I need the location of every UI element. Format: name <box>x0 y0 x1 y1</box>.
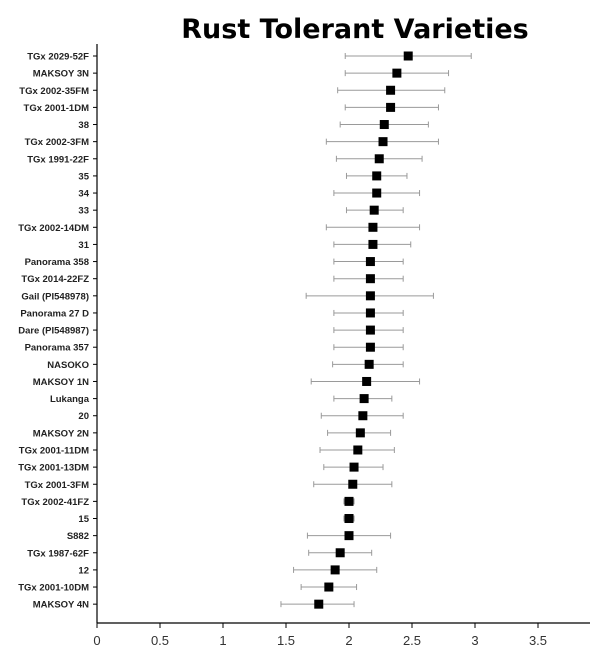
category-label: MAKSOY 2N <box>33 428 89 439</box>
category-label: NASOKO <box>47 360 89 371</box>
category-label: TGx 2001-13DM <box>18 463 89 474</box>
category-label: 35 <box>78 171 89 182</box>
category-label: Panorama 358 <box>25 257 89 268</box>
data-marker <box>374 154 384 164</box>
data-marker <box>358 411 368 421</box>
data-markers <box>314 51 413 609</box>
data-marker <box>330 565 340 575</box>
category-label: Panorama 27 D <box>20 308 89 319</box>
category-label: TGx 1987-62F <box>27 548 89 559</box>
data-marker <box>365 325 375 335</box>
data-marker <box>344 531 354 541</box>
category-label: Dare (PI548987) <box>18 326 89 337</box>
data-marker <box>369 205 379 215</box>
category-label: TGx 2029-52F <box>27 52 89 63</box>
category-label: TGx 2001-1DM <box>24 103 90 114</box>
category-label: 38 <box>78 120 89 131</box>
category-label: TGx 2002-35FM <box>19 86 89 97</box>
data-marker <box>365 257 375 267</box>
x-tick-labels: 0 0.5 1 1.5 2 2.5 3 3.5 <box>93 633 547 648</box>
error-bars <box>280 53 472 608</box>
y-axis <box>93 44 98 623</box>
category-label: TGx 2014-22FZ <box>21 274 89 285</box>
x-tick-label: 3.5 <box>529 633 547 648</box>
category-label: TGx 2001-10DM <box>18 583 89 594</box>
data-marker <box>379 120 389 130</box>
data-marker <box>348 479 358 489</box>
category-labels: TGx 2029-52F MAKSOY 3N TGx 2002-35FM TGx 20… <box>18 52 89 611</box>
x-tick-label: 1 <box>219 633 226 648</box>
data-marker <box>364 359 374 369</box>
data-marker <box>372 188 382 198</box>
x-axis <box>96 622 590 628</box>
data-marker <box>335 548 345 558</box>
data-marker <box>365 308 375 318</box>
category-label: 12 <box>78 565 89 576</box>
x-tick-label: 0 <box>93 633 100 648</box>
x-tick-label: 1.5 <box>277 633 295 648</box>
category-label: TGx 2002-41FZ <box>21 497 89 508</box>
category-label: Lukanga <box>50 394 90 405</box>
data-marker <box>368 239 378 249</box>
data-marker <box>365 274 375 284</box>
data-marker <box>362 376 372 386</box>
data-marker <box>314 599 324 609</box>
category-label: 15 <box>78 514 89 525</box>
category-label: TGx 2001-3FM <box>25 480 89 491</box>
data-marker <box>386 102 396 112</box>
category-label: 34 <box>78 189 89 200</box>
category-label: MAKSOY 4N <box>33 600 89 611</box>
data-marker <box>378 137 388 147</box>
data-marker <box>392 68 402 78</box>
category-label: Gail (PI548978) <box>21 291 89 302</box>
data-marker <box>368 222 378 232</box>
data-marker <box>355 428 365 438</box>
data-marker <box>353 445 363 455</box>
category-label: 31 <box>78 240 89 251</box>
category-label: TGx 2001-11DM <box>19 445 89 456</box>
x-tick-label: 2 <box>345 633 352 648</box>
data-marker <box>403 51 413 61</box>
data-marker <box>349 462 359 472</box>
category-label: TGx 2002-14DM <box>18 223 89 234</box>
data-marker <box>344 514 354 524</box>
x-tick-label: 3 <box>471 633 478 648</box>
x-tick-label: 2.5 <box>403 633 421 648</box>
category-label: TGx 2002-3FM <box>25 137 89 148</box>
category-label: 20 <box>78 411 89 422</box>
category-label: Panorama 357 <box>25 343 89 354</box>
data-marker <box>386 85 396 95</box>
category-label: MAKSOY 3N <box>33 69 89 80</box>
category-label: S882 <box>67 531 89 542</box>
chart-title: Rust Tolerant Varieties <box>181 14 529 45</box>
data-marker <box>359 394 369 404</box>
data-marker <box>365 342 375 352</box>
category-label: 33 <box>78 206 89 217</box>
data-marker <box>372 171 382 181</box>
data-marker <box>344 496 354 506</box>
category-label: MAKSOY 1N <box>33 377 89 388</box>
data-marker <box>365 291 375 301</box>
category-label: TGx 1991-22F <box>27 154 89 165</box>
data-marker <box>324 582 334 592</box>
x-tick-label: 0.5 <box>151 633 169 648</box>
